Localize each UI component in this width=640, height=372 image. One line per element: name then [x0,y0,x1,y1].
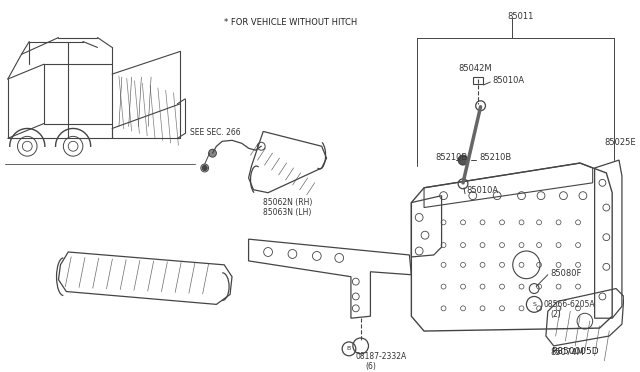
Text: 85010A: 85010A [466,186,498,195]
Text: * FOR VEHICLE WITHOUT HITCH: * FOR VEHICLE WITHOUT HITCH [224,18,358,27]
Text: S: S [532,302,536,307]
Text: 85210B: 85210B [436,153,468,162]
Bar [473,77,483,84]
Text: 08566-6205A: 08566-6205A [544,301,596,310]
Text: R850005D: R850005D [551,347,598,356]
Circle shape [202,166,207,170]
Text: SEE SEC. 266: SEE SEC. 266 [190,128,241,138]
Circle shape [209,149,216,157]
Text: 85210B: 85210B [479,153,512,162]
Text: B: B [347,346,351,351]
Text: 85011: 85011 [507,12,533,21]
Text: (6): (6) [365,362,376,371]
Circle shape [458,155,468,165]
Text: 85025E: 85025E [604,138,636,147]
Text: 85042M: 85042M [458,64,492,73]
Text: 85063N (LH): 85063N (LH) [263,208,312,217]
Text: 85010A: 85010A [492,76,524,85]
Text: 85062N (RH): 85062N (RH) [263,198,312,206]
Text: 85080F: 85080F [551,269,582,278]
Text: (2): (2) [551,310,561,319]
Text: 85074M: 85074M [551,348,584,357]
Text: 08187-2332A: 08187-2332A [356,352,407,361]
